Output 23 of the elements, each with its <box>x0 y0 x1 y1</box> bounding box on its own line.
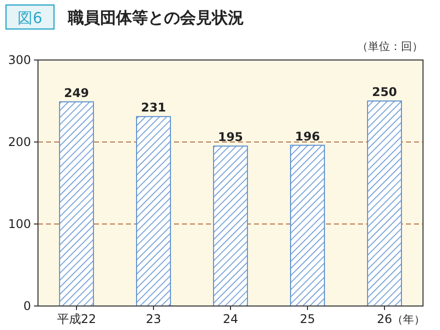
chart-title: 職員団体等との会見状況 <box>67 8 244 27</box>
bar <box>290 144 325 306</box>
x-tick-label: 26 <box>376 312 392 326</box>
data-label: 196 <box>294 129 320 144</box>
y-tick-label: 200 <box>8 135 31 149</box>
text: （単位：回） <box>357 40 423 53</box>
x-tick-label: 25 <box>300 312 316 326</box>
annotation: 図6 <box>18 9 42 27</box>
x-axis-title: （年） <box>392 313 425 326</box>
x-tick-label: 平成22 <box>56 312 96 326</box>
data-label: 249 <box>64 86 90 100</box>
data-label: 250 <box>372 85 398 99</box>
bar <box>367 100 402 306</box>
x-tick-label: 23 <box>146 312 162 326</box>
y-tick-label: 300 <box>8 53 31 67</box>
y-tick-label: 100 <box>8 217 31 231</box>
bar <box>59 101 94 306</box>
data-label: 195 <box>218 130 244 144</box>
bar <box>213 146 248 306</box>
y-tick-label: 0 <box>23 299 31 313</box>
x-tick-label: 24 <box>222 312 238 326</box>
data-label: 231 <box>140 100 166 115</box>
bar <box>136 116 171 306</box>
